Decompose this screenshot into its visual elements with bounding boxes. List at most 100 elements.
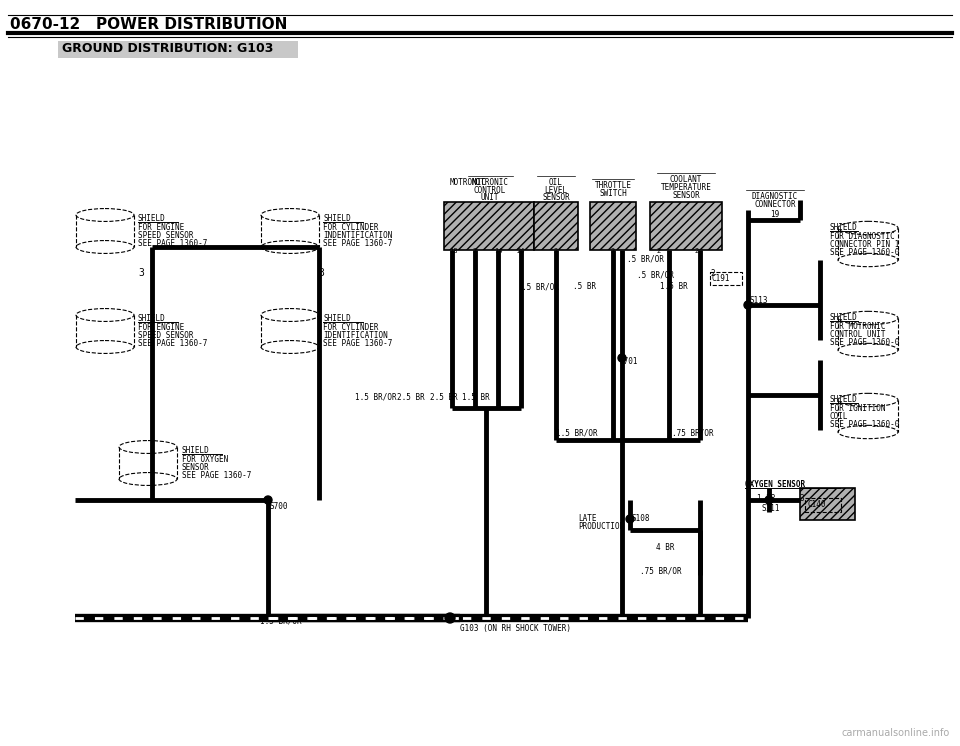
Circle shape — [264, 496, 272, 504]
Text: C191: C191 — [711, 274, 730, 283]
Text: .5 BR/OR: .5 BR/OR — [637, 270, 674, 279]
Text: TEMPERATURE: TEMPERATURE — [660, 183, 711, 192]
Text: S111: S111 — [762, 504, 780, 513]
Text: 2: 2 — [656, 248, 660, 254]
Text: FOR ENGINE: FOR ENGINE — [138, 223, 184, 232]
Bar — [710, 272, 742, 285]
Text: 2.5 BR: 2.5 BR — [430, 393, 458, 402]
Text: SENSOR: SENSOR — [672, 191, 700, 200]
Text: DIAGNOSTIC: DIAGNOSTIC — [752, 192, 798, 201]
Text: 0670-12   POWER DISTRIBUTION: 0670-12 POWER DISTRIBUTION — [10, 17, 287, 32]
Text: .75 BR/OR: .75 BR/OR — [640, 567, 682, 576]
Text: 18: 18 — [449, 248, 458, 254]
Circle shape — [626, 515, 634, 523]
Text: .5 BR/OR: .5 BR/OR — [522, 282, 559, 291]
Text: 2: 2 — [610, 248, 614, 254]
Text: .5 BR/OR: .5 BR/OR — [627, 255, 664, 264]
Text: FOR DIAGNOSTIC: FOR DIAGNOSTIC — [830, 232, 895, 241]
Text: 24: 24 — [516, 248, 524, 254]
Text: G103 (ON RH SHOCK TOWER): G103 (ON RH SHOCK TOWER) — [460, 624, 571, 633]
Bar — [58, 41, 298, 58]
Text: FOR IGNITION: FOR IGNITION — [830, 404, 885, 413]
Text: FOR ENGINE: FOR ENGINE — [138, 323, 184, 332]
Text: .75 BR/OR: .75 BR/OR — [672, 428, 713, 437]
Text: 2: 2 — [472, 248, 476, 254]
Text: OIL: OIL — [549, 178, 563, 187]
Text: SHIELD: SHIELD — [830, 313, 857, 322]
Text: carmanualsonline.info: carmanualsonline.info — [842, 728, 950, 738]
Text: SENSOR: SENSOR — [542, 193, 570, 202]
Text: UNIT: UNIT — [481, 193, 499, 202]
Text: MOTRONIC: MOTRONIC — [449, 178, 487, 187]
Text: FOR CYLINDER: FOR CYLINDER — [323, 223, 378, 232]
Circle shape — [765, 496, 773, 504]
Text: S700: S700 — [270, 502, 289, 511]
Text: CONNECTOR: CONNECTOR — [755, 200, 796, 209]
Text: SHIELD: SHIELD — [830, 223, 857, 232]
Text: GROUND DISTRIBUTION: G103: GROUND DISTRIBUTION: G103 — [62, 42, 274, 55]
Text: 2: 2 — [553, 248, 557, 254]
Text: FOR CYLINDER: FOR CYLINDER — [323, 323, 378, 332]
Text: SEE PAGE 1360-0: SEE PAGE 1360-0 — [830, 248, 900, 257]
Text: SPEED SENSOR: SPEED SENSOR — [138, 331, 194, 340]
Text: 3: 3 — [318, 268, 324, 278]
Bar — [800, 488, 855, 520]
Text: SHIELD: SHIELD — [323, 214, 350, 223]
Text: THROTTLE: THROTTLE — [594, 181, 632, 190]
Text: COIL: COIL — [830, 412, 849, 421]
Text: LEVEL: LEVEL — [544, 186, 567, 195]
Text: S701: S701 — [619, 357, 637, 366]
Text: .5 BR: .5 BR — [573, 282, 596, 291]
Text: 1.5 BR/OR: 1.5 BR/OR — [556, 428, 598, 437]
Bar — [650, 202, 722, 250]
Text: SHIELD: SHIELD — [830, 395, 857, 404]
Bar — [805, 498, 841, 512]
Text: SEE PAGE 1360-0: SEE PAGE 1360-0 — [830, 338, 900, 347]
Text: MOTRONIC: MOTRONIC — [471, 178, 509, 187]
Text: SEE PAGE 1360-0: SEE PAGE 1360-0 — [830, 420, 900, 429]
Circle shape — [445, 613, 455, 623]
Text: 3: 3 — [138, 268, 144, 278]
Text: 1.5 BR: 1.5 BR — [660, 282, 687, 291]
Text: FOR MOTRONIC: FOR MOTRONIC — [830, 322, 885, 331]
Text: SEE PAGE 1360-7: SEE PAGE 1360-7 — [138, 239, 207, 248]
Text: OXYGEN SENSOR: OXYGEN SENSOR — [745, 480, 805, 489]
Text: 2.5 BR: 2.5 BR — [397, 393, 424, 402]
Bar — [534, 202, 578, 250]
Text: SHIELD: SHIELD — [323, 314, 350, 323]
Circle shape — [618, 354, 626, 362]
Text: IDENTIFICATION: IDENTIFICATION — [323, 331, 388, 340]
Circle shape — [744, 301, 752, 309]
Text: SHIELD: SHIELD — [138, 314, 166, 323]
Bar — [444, 202, 534, 250]
Text: 1.5 BR: 1.5 BR — [462, 393, 490, 402]
Text: 14: 14 — [494, 248, 502, 254]
Text: SEE PAGE 1360-7: SEE PAGE 1360-7 — [138, 339, 207, 348]
Text: SHIELD: SHIELD — [182, 446, 209, 455]
Bar — [590, 202, 636, 250]
Text: 3: 3 — [800, 494, 804, 503]
Text: FOR OXYGEN: FOR OXYGEN — [182, 455, 228, 464]
Text: COOLANT: COOLANT — [670, 175, 702, 184]
Text: S113: S113 — [750, 296, 769, 305]
Text: LATE: LATE — [578, 514, 596, 523]
Text: 4 BR: 4 BR — [656, 543, 675, 552]
Text: 1 BR: 1 BR — [757, 494, 776, 503]
Text: SPEED SENSOR: SPEED SENSOR — [138, 231, 194, 240]
Text: 19: 19 — [770, 210, 780, 219]
Text: CONNECTOR PIN 1: CONNECTOR PIN 1 — [830, 240, 900, 249]
Text: SEE PAGE 1360-7: SEE PAGE 1360-7 — [323, 339, 393, 348]
Text: SENSOR: SENSOR — [182, 463, 209, 472]
Text: SEE PAGE 1360-7: SEE PAGE 1360-7 — [182, 471, 252, 480]
Text: C140: C140 — [807, 500, 826, 509]
Text: SWITCH: SWITCH — [599, 189, 627, 198]
Text: INDENTIFICATION: INDENTIFICATION — [323, 231, 393, 240]
Text: S108: S108 — [632, 514, 651, 523]
Text: 2: 2 — [710, 269, 714, 278]
Text: SHIELD: SHIELD — [138, 214, 166, 223]
Text: CONTROL: CONTROL — [474, 186, 506, 195]
Text: 1.5 BR/OR: 1.5 BR/OR — [260, 617, 301, 626]
Text: 1.5 BR/OR: 1.5 BR/OR — [355, 393, 396, 402]
Text: CONTROL UNIT: CONTROL UNIT — [830, 330, 885, 339]
Text: 2: 2 — [694, 248, 698, 254]
